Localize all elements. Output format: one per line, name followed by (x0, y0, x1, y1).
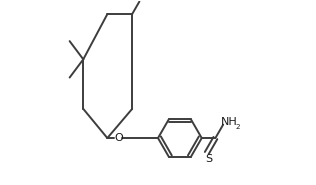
Text: O: O (114, 133, 123, 143)
Text: S: S (205, 154, 212, 164)
Text: NH: NH (221, 117, 238, 127)
Text: 2: 2 (236, 124, 240, 130)
